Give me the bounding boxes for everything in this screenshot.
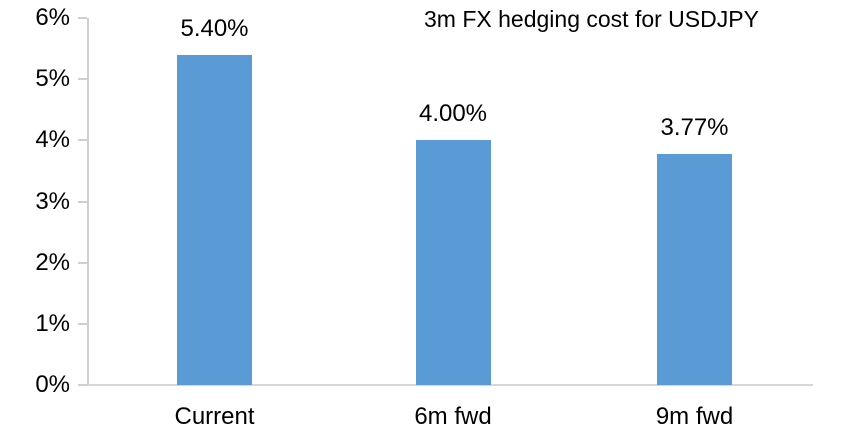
y-axis-tick xyxy=(78,17,87,19)
y-axis-tick-label: 6% xyxy=(35,4,70,31)
data-label: 5.40% xyxy=(180,14,249,42)
x-axis-line xyxy=(87,384,813,386)
bar-6m-fwd xyxy=(415,140,491,385)
category-label: Current xyxy=(174,403,255,430)
data-label: 4.00% xyxy=(418,100,488,128)
category-label: 6m fwd xyxy=(414,403,492,430)
y-axis-tick-label: 2% xyxy=(35,248,70,276)
y-axis-tick xyxy=(78,261,87,264)
y-axis-tick-label: 1% xyxy=(35,309,70,337)
y-axis-tick xyxy=(78,384,87,386)
category-label: 9m fwd xyxy=(655,403,734,430)
bar-current xyxy=(177,54,252,385)
y-axis-tick xyxy=(78,139,87,142)
y-axis-tick-label: 0% xyxy=(35,371,70,398)
y-axis-tick xyxy=(78,78,87,81)
y-axis-tick-label: 3% xyxy=(35,187,70,215)
y-axis-tick-label: 5% xyxy=(35,65,70,93)
y-axis-line xyxy=(87,18,89,385)
bar-9m-fwd xyxy=(657,154,732,385)
y-axis-tick xyxy=(78,322,87,325)
data-label: 3.77% xyxy=(660,114,729,142)
y-axis-tick xyxy=(78,200,87,203)
chart-title: 3m FX hedging cost for USDJPY xyxy=(424,6,759,32)
y-axis-tick-label: 4% xyxy=(35,126,70,154)
